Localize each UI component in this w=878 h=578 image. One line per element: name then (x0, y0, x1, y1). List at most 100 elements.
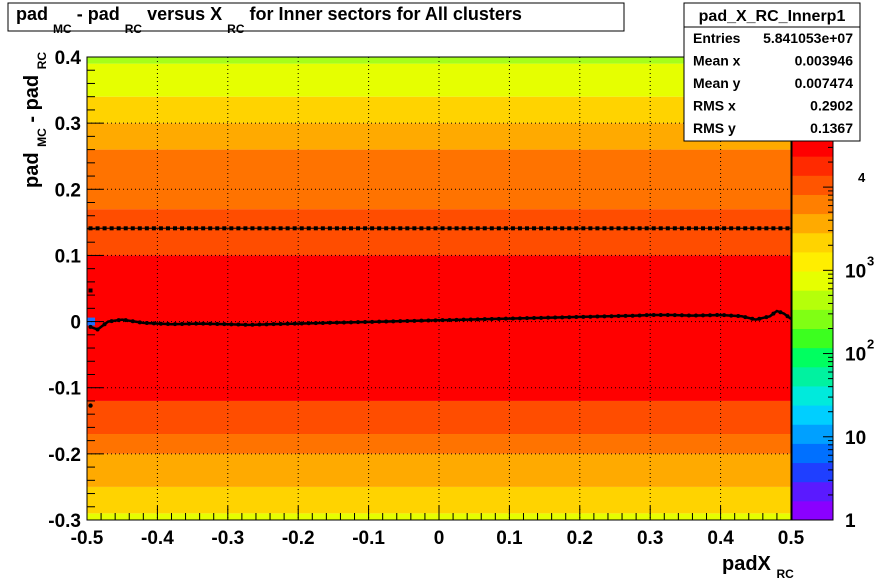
mean-marker (384, 319, 389, 324)
upper-marker (320, 226, 325, 231)
title-part-3: RC (125, 22, 143, 36)
mean-marker (109, 319, 114, 324)
upper-marker (412, 226, 417, 231)
palette-swatch-10 (792, 309, 833, 329)
upper-marker (532, 226, 537, 231)
upper-marker (137, 226, 142, 231)
mean-marker (665, 312, 670, 317)
mean-marker (595, 314, 600, 319)
upper-marker (686, 226, 691, 231)
svg-text:pad MC - pad: pad MC - pad RC versus X RC for Inner se… (16, 4, 522, 37)
upper-marker (187, 226, 192, 231)
x-tick-label-9: 0.4 (707, 528, 734, 549)
mean-marker (426, 318, 431, 323)
stats-title: pad_X_RC_Innerp1 (699, 8, 846, 25)
upper-marker (715, 226, 720, 231)
palette-swatch-19 (792, 137, 833, 157)
mean-marker (363, 319, 368, 324)
upper-marker (468, 226, 473, 231)
stats-value-0: 5.841053e+07 (763, 30, 853, 46)
upper-marker (384, 226, 389, 231)
upper-marker (644, 226, 649, 231)
palette-swatch-4 (792, 424, 833, 444)
mean-marker (525, 316, 529, 321)
upper-marker (419, 226, 424, 231)
mean-marker (334, 320, 339, 325)
mean-marker (257, 322, 262, 327)
upper-marker (708, 226, 713, 231)
mean-marker (229, 322, 234, 327)
mean-marker (187, 321, 192, 326)
mean-marker (539, 315, 544, 320)
palette-swatch-16 (792, 194, 833, 215)
upper-marker (271, 226, 276, 231)
mean-marker (715, 313, 720, 318)
upper-marker (109, 226, 114, 231)
upper-marker (602, 226, 607, 231)
y-tick-label-4: 0.1 (55, 246, 82, 267)
upper-marker (278, 226, 283, 231)
mean-marker (88, 324, 93, 329)
upper-marker (447, 226, 452, 231)
mean-marker (482, 317, 487, 322)
mean-marker (447, 318, 452, 323)
mean-marker (757, 316, 762, 321)
mean-marker (560, 315, 565, 320)
mean-marker (475, 317, 480, 322)
grid (87, 57, 791, 520)
upper-marker (341, 226, 346, 231)
mean-marker (496, 316, 501, 321)
mean-marker (215, 321, 220, 326)
upper-marker (503, 226, 508, 231)
x-axis-label-sub: RC (776, 567, 794, 578)
mean-marker (349, 320, 353, 325)
upper-marker (370, 226, 375, 231)
stats-value-2: 0.007474 (795, 75, 854, 91)
mean-marker (306, 321, 311, 326)
upper-marker (229, 226, 234, 231)
mean-marker (581, 314, 586, 319)
mean-marker (250, 322, 255, 327)
upper-marker (609, 226, 614, 231)
mean-marker (574, 315, 579, 320)
upper-marker (236, 226, 241, 231)
upper-marker (679, 226, 684, 231)
mean-marker (95, 327, 100, 332)
mean-marker (686, 313, 691, 318)
x-tick-label-0: -0.5 (71, 528, 104, 549)
upper-marker (194, 226, 199, 231)
mean-marker (729, 313, 734, 318)
upper-marker (496, 226, 501, 231)
palette-swatch-6 (792, 385, 833, 406)
upper-marker (658, 226, 663, 231)
mean-marker (116, 318, 121, 323)
z-tick-exp-2: 2 (867, 337, 874, 352)
palette-swatch-8 (792, 347, 833, 368)
mean-marker (658, 312, 663, 317)
stats-value-1: 0.003946 (795, 53, 854, 69)
upper-marker (313, 226, 318, 231)
heatmap-band-3 (87, 434, 791, 454)
upper-marker (299, 226, 304, 231)
palette-swatch-9 (792, 328, 833, 349)
upper-marker (208, 226, 213, 231)
mean-marker (243, 322, 248, 327)
upper-marker (95, 226, 100, 231)
upper-marker (201, 226, 206, 231)
palette-swatch-2 (792, 462, 833, 483)
mean-marker (151, 321, 156, 326)
mean-marker (588, 314, 593, 319)
upper-marker (743, 226, 748, 231)
x-tick-label-7: 0.2 (567, 528, 593, 549)
mean-marker (693, 313, 698, 318)
mean-marker (208, 321, 213, 326)
upper-marker (440, 226, 445, 231)
mean-marker (180, 321, 185, 326)
mean-marker (503, 316, 508, 321)
z-tick-exp-4: 4 (858, 170, 866, 185)
mean-marker (433, 318, 438, 323)
y-axis-label-main: pad (21, 152, 43, 188)
mean-marker (236, 322, 241, 327)
upper-marker (405, 226, 410, 231)
upper-marker (553, 226, 558, 231)
